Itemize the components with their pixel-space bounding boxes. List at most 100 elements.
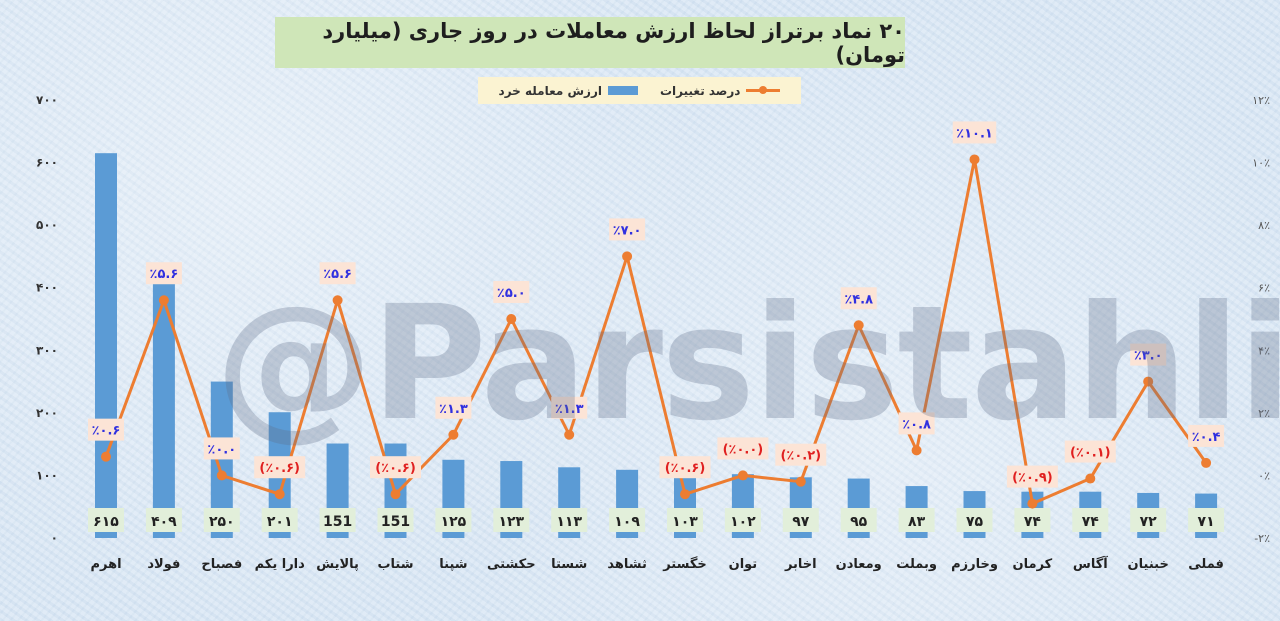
line-point	[795, 476, 806, 487]
line-point	[969, 154, 980, 165]
legend-item-line: درصد تغییرات	[659, 83, 781, 98]
category-label: خگستر	[662, 556, 707, 572]
legend-line-label: درصد تغییرات	[659, 83, 741, 98]
y-left-tick-label: ۷۰۰	[36, 93, 58, 107]
line-point	[448, 429, 459, 440]
category-label: پالایش	[316, 557, 359, 572]
line-value-label: ٪۴.۸	[844, 292, 873, 307]
line-value-label: (٪۰.۹)	[1012, 471, 1053, 486]
legend-bar-swatch	[607, 86, 638, 95]
bar-value-box	[724, 508, 761, 532]
category-label: کرمان	[1013, 557, 1053, 572]
line-point	[564, 429, 575, 440]
line-value-box	[1006, 465, 1058, 488]
y-right-tick-label: ۴٪	[1258, 344, 1270, 357]
y-left-tick-label: ۱۰۰	[36, 468, 58, 482]
line-value-label: ٪۵.۶	[323, 267, 352, 282]
line-point	[274, 489, 285, 500]
category-label: فولاد	[147, 557, 180, 572]
line-point	[101, 451, 111, 462]
line-value-box	[203, 437, 240, 460]
category-label: حکشتی	[487, 557, 536, 572]
line-value-box	[1064, 440, 1116, 463]
line-value-box	[254, 456, 306, 479]
bar-value-box	[145, 508, 182, 532]
bar-value-label: ۹۷	[792, 514, 810, 530]
bar	[95, 153, 117, 538]
legend-item-bar: ارزش معامله خرد	[499, 84, 638, 98]
line-value-label: (٪۰.۶)	[665, 461, 706, 476]
bar-value-box	[1014, 508, 1051, 532]
category-label: فملی	[1188, 557, 1224, 572]
line-point	[680, 489, 690, 500]
line-point	[216, 470, 227, 481]
bar-value-box	[88, 508, 124, 532]
bar-value-box	[377, 508, 414, 532]
bar-value-box	[1188, 508, 1225, 532]
line-value-label: ٪۰.۰	[207, 442, 236, 457]
category-label: آگاس	[1073, 555, 1108, 572]
category-label: دارا یکم	[255, 557, 306, 572]
line-point	[1027, 498, 1038, 509]
bar-value-box	[898, 508, 935, 532]
bar-value-label: ۶۱۵	[93, 514, 119, 530]
category-label: ومعادن	[836, 557, 882, 572]
line-point	[332, 295, 343, 306]
bar-value-label: ۷۵	[966, 514, 984, 530]
y-left-tick-label: ۲۰۰	[36, 406, 58, 420]
bar-value-box	[203, 508, 240, 532]
line-value-box	[1188, 424, 1225, 447]
bar-value-box	[1072, 508, 1109, 532]
y-left-tick-label: ۵۰۰	[36, 218, 58, 232]
category-label: وخارزم	[951, 557, 998, 572]
bar-value-box	[435, 508, 472, 532]
line-value-box	[717, 437, 769, 460]
bar-value-label: ۱۱۳	[556, 514, 582, 530]
line-point	[1143, 376, 1154, 387]
y-right-tick-label: ۶٪	[1258, 282, 1270, 295]
category-label: توان	[729, 557, 758, 572]
bar-value-label: ۸۳	[908, 514, 926, 530]
bar-value-label: ۷۲	[1140, 514, 1158, 530]
bar-value-box	[609, 508, 646, 532]
bar-value-label: ۱۲۳	[498, 514, 524, 530]
bar-value-box	[1130, 508, 1167, 532]
line-point	[158, 295, 169, 306]
line-value-box	[88, 418, 124, 441]
line-value-label: ٪۵.۰	[497, 286, 526, 301]
category-label: شپنا	[439, 557, 467, 572]
bar-value-label: ۴۰۹	[151, 514, 177, 530]
bar-value-label: ۱۰۳	[672, 514, 698, 530]
line-value-box	[775, 443, 827, 466]
y-left-tick-label: ۶۰۰	[36, 156, 58, 170]
y-left-tick-label: ۳۰۰	[36, 343, 58, 357]
y-right-tick-label: ۲٪	[1258, 407, 1270, 420]
line-value-box	[840, 287, 877, 310]
line-value-label: ٪۷.۰	[613, 223, 642, 238]
line-point	[506, 314, 517, 324]
bar	[210, 381, 233, 538]
line-value-label: ٪۵.۶	[150, 267, 179, 282]
bar-value-label: ۷۴	[1082, 514, 1100, 530]
line-value-box	[493, 281, 530, 303]
category-label: شستا	[551, 557, 587, 572]
y-right-tick-label: ۰٪	[1258, 469, 1270, 482]
category-label: اخابر	[784, 557, 817, 572]
line-value-box	[1130, 343, 1167, 366]
bar-value-label: ۱۰۹	[614, 514, 640, 530]
watermark: @Parsistahlil	[215, 272, 1280, 456]
line-value-box	[609, 218, 646, 241]
line-value-label: ٪۰.۸	[902, 417, 931, 432]
line-point	[853, 320, 864, 331]
category-label: اهرم	[90, 557, 121, 572]
line-value-box	[145, 262, 182, 285]
line-value-label: ٪۰.۴	[1192, 430, 1221, 445]
line-point	[1201, 457, 1212, 468]
line-point	[622, 251, 633, 262]
y-right-tick-label: ۱۲٪	[1252, 94, 1270, 107]
line-point	[737, 470, 748, 481]
line-value-label: (٪۰.۱)	[1070, 446, 1111, 461]
bar-value-box	[551, 508, 588, 532]
line-value-label: (٪۰.۶)	[375, 461, 416, 476]
